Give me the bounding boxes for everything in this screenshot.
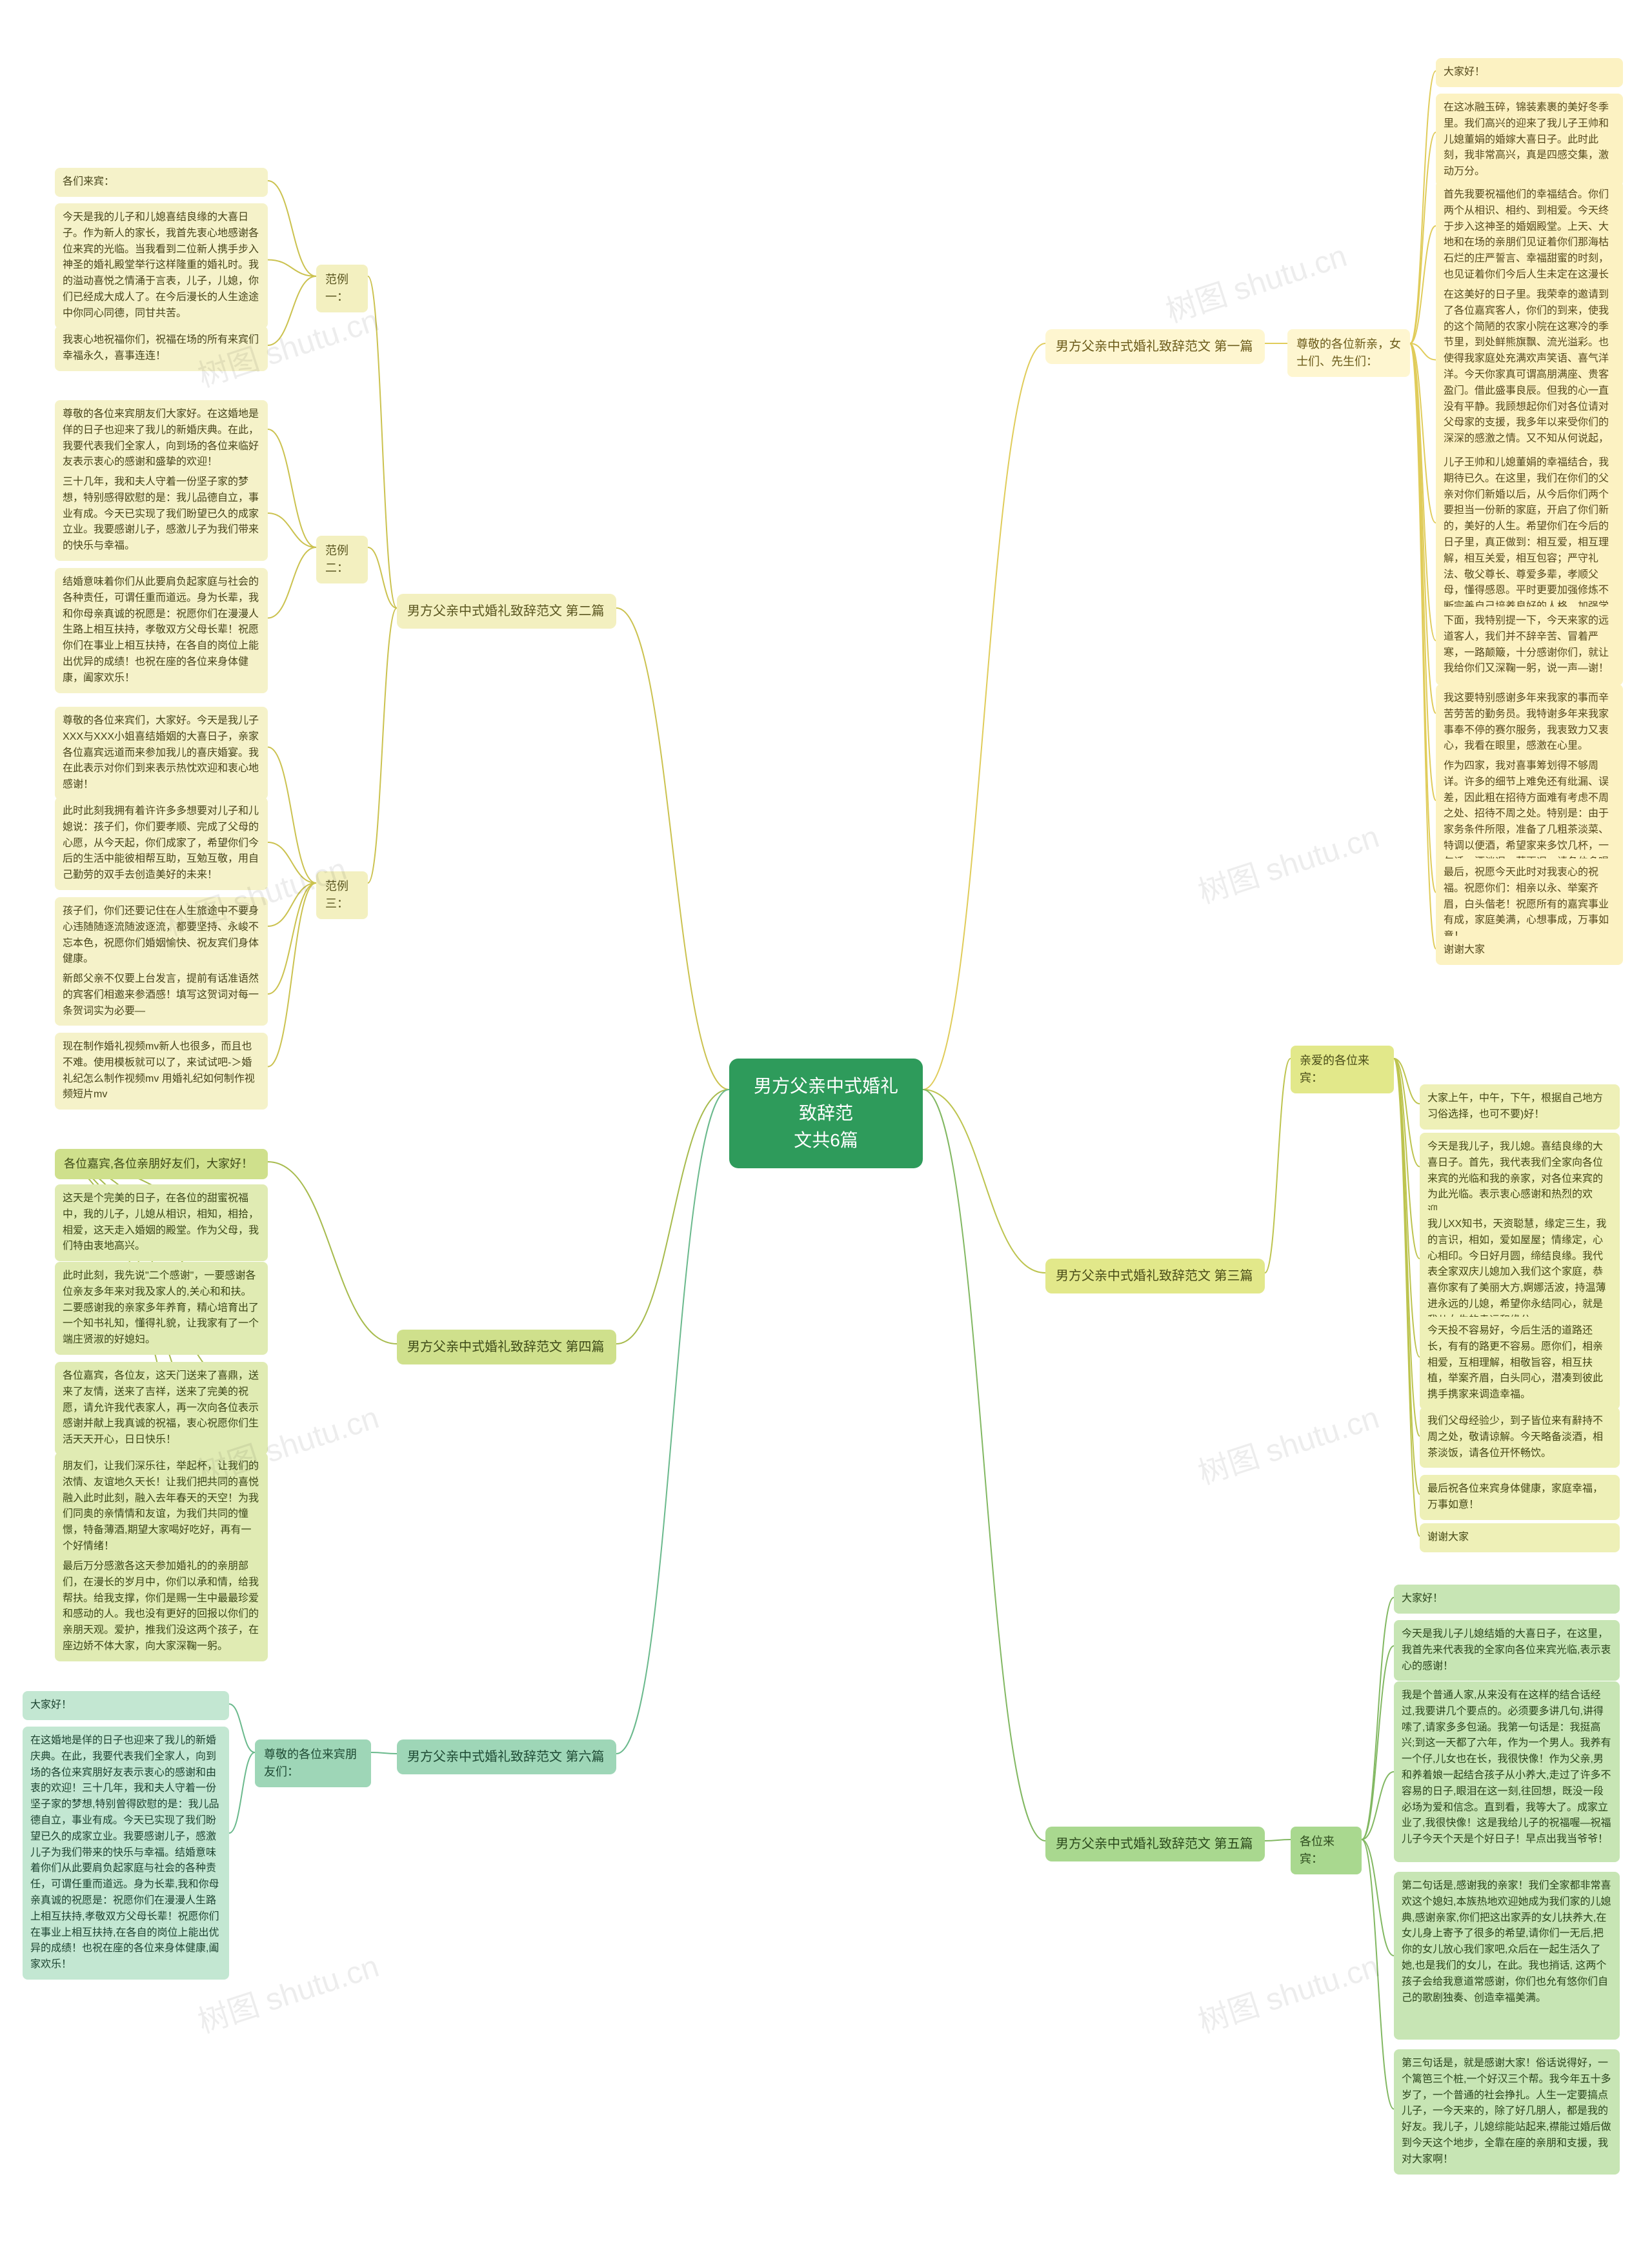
leaf-b4s-3: 朋友们，让我们深乐往，举起杯，让我们的浓情、友谊地久天长！让我们把共同的喜悦融入… <box>55 1452 268 1561</box>
branch-b5: 男方父亲中式婚礼致辞范文 第五篇 <box>1045 1827 1265 1861</box>
sub-b4s: 各位嘉宾,各位亲朋好友们，大家好！ <box>55 1149 268 1179</box>
leaf-b5s-1: 今天是我儿子儿媳结婚的大喜日子，在这里，我首先来代表我的全家向各位来宾光临,表示… <box>1394 1620 1620 1681</box>
branch-b6: 男方父亲中式婚礼致辞范文 第六篇 <box>397 1739 616 1774</box>
sub-b2s2: 范例二： <box>316 536 368 583</box>
sub-b1s: 尊敬的各位新亲，女士们、先生们： <box>1287 329 1410 377</box>
watermark-7: 树图 shutu.cn <box>1191 1941 1384 2042</box>
leaf-b2s3-4: 现在制作婚礼视频mv新人也很多，而且也不难。使用模板就可以了，来试试吧-＞婚礼纪… <box>55 1033 268 1110</box>
leaf-b5s-2: 我是个普通人家,从来没有在这样的结合话经过,我要讲几个要点的。必须要多讲几句,讲… <box>1394 1681 1620 1862</box>
branch-b3: 男方父亲中式婚礼致辞范文 第三篇 <box>1045 1259 1265 1293</box>
leaf-b3s-3: 今天投不容易好，今后生活的道路还长，有有的路更不容易。愿你们，相亲相爱，互相理解… <box>1420 1317 1620 1410</box>
branch-b2: 男方父亲中式婚礼致辞范文 第二篇 <box>397 594 616 629</box>
leaf-b2s2-0: 尊敬的各位来宾朋友们大家好。在这婚地是佯的日子也迎来了我儿的新婚庆典。在此，我要… <box>55 400 268 477</box>
sub-b3s: 亲爱的各位来宾： <box>1291 1046 1394 1093</box>
leaf-b1s-6: 我这要特别感谢多年来我家的事而辛苦劳苦的勤务员。我特谢多年来我家事奉不停的赛尔服… <box>1436 684 1623 761</box>
leaf-b2s3-2: 孩子们，你们还要记住在人生旅途中不要身心违随随逐流随波逐流，都要坚持、永峻不忘本… <box>55 897 268 974</box>
leaf-b2s1-1: 今天是我的儿子和儿媳喜结良缘的大喜日子。作为新人的家长，我首先衷心地感谢各位来宾… <box>55 203 268 329</box>
sub-b5s: 各位来宾： <box>1291 1827 1362 1874</box>
leaf-b4s-0: 这天是个完美的日子，在各位的甜蜜祝福中，我的儿子，儿媳从相识，相知，相拾，相爱，… <box>55 1184 268 1261</box>
sub-b2s3: 范例三： <box>316 871 368 919</box>
watermark-5: 树图 shutu.cn <box>1191 1392 1384 1493</box>
leaf-b1s-9: 谢谢大家 <box>1436 936 1623 965</box>
leaf-b2s3-0: 尊敬的各位来宾们，大家好。今天是我儿子XXX与XXX小姐喜结婚姻的大喜日子，亲家… <box>55 707 268 800</box>
leaf-b2s1-0: 各们来宾： <box>55 168 268 197</box>
branch-b4: 男方父亲中式婚礼致辞范文 第四篇 <box>397 1330 616 1364</box>
watermark-1: 树图 shutu.cn <box>1159 230 1351 331</box>
root-node: 男方父亲中式婚礼致辞范 文共6篇 <box>729 1059 923 1168</box>
leaf-b3s-5: 最后祝各位来宾身体健康，家庭幸福，万事如意！ <box>1420 1475 1620 1520</box>
leaf-b6s-1: 在这婚地是佯的日子也迎来了我儿的新婚庆典。在此，我要代表我们全家人，向到场的各位… <box>23 1727 229 1980</box>
sub-b2s1: 范例一： <box>316 265 368 312</box>
leaf-b1s-5: 下面，我特别提一下，今天来家的远道客人，我们并不辞辛苦、冒着严寒，一路颠簸，十分… <box>1436 607 1623 684</box>
sub-b6s: 尊敬的各位来宾朋友们： <box>255 1739 371 1787</box>
leaf-b1s-1: 在这冰融玉碎，锦装素裹的美好冬季里。我们高兴的迎来了我儿子王帅和儿媳董娟的婚嫁大… <box>1436 94 1623 187</box>
leaf-b4s-1: 此时此刻，我先说"二个感谢"，一要感谢各位亲友多年来对我及家人的,关心和和扶。二… <box>55 1262 268 1355</box>
leaf-b5s-4: 第三句话是，就是感谢大家！俗话说得好，一个篱笆三个桩,一个好汉三个帮。我今年五十… <box>1394 2049 1620 2175</box>
branch-b1: 男方父亲中式婚礼致辞范文 第一篇 <box>1045 329 1265 364</box>
leaf-b3s-6: 谢谢大家 <box>1420 1523 1620 1552</box>
leaf-b5s-0: 大家好！ <box>1394 1585 1620 1614</box>
leaf-b2s3-3: 新郎父亲不仅要上台发言，提前有话准语然的宾客们相邀来参酒感！填写这贺词对每一条贺… <box>55 965 268 1026</box>
leaf-b2s1-2: 我衷心地祝福你们，祝福在场的所有来宾们幸福永久，喜事连连！ <box>55 326 268 371</box>
watermark-3: 树图 shutu.cn <box>1191 811 1384 912</box>
leaf-b4s-2: 各位嘉宾，各位友，这天门送来了喜鼎，送来了友情，送来了吉祥，送来了完美的祝愿，请… <box>55 1362 268 1455</box>
leaf-b1s-0: 大家好！ <box>1436 58 1623 87</box>
leaf-b3s-4: 我们父母经验少，到子皆位来有辭持不周之处，敬请谅解。今天略备淡酒，相茶淡饭，请各… <box>1420 1407 1620 1468</box>
leaf-b6s-0: 大家好！ <box>23 1691 229 1720</box>
leaf-b4s-4: 最后万分感激各这天参加婚礼的的亲朋部们，在漫长的岁月中，你们以承和情，给我帮扶。… <box>55 1552 268 1661</box>
leaf-b5s-3: 第二句话是,感谢我的亲家！我们全家都非常喜欢这个媳妇,本族热地欢迎她成为我们家的… <box>1394 1872 1620 2040</box>
leaf-b2s2-1: 三十几年，我和夫人守着一份坚子家的梦想，特别感得欧慰的是：我儿品德自立，事业有成… <box>55 468 268 561</box>
leaf-b2s2-2: 结婚意味着你们从此要肩负起家庭与社会的各种责任，可谓任重而道远。身为长辈，我和你… <box>55 568 268 693</box>
leaf-b3s-0: 大家上午，中午，下午，根据自己地方习俗选择，也可不要)好！ <box>1420 1084 1620 1130</box>
leaf-b2s3-1: 此时此刻我拥有着许许多多想要对儿子和儿媳说：孩子们，你们要孝顺、完成了父母的心愿… <box>55 797 268 890</box>
